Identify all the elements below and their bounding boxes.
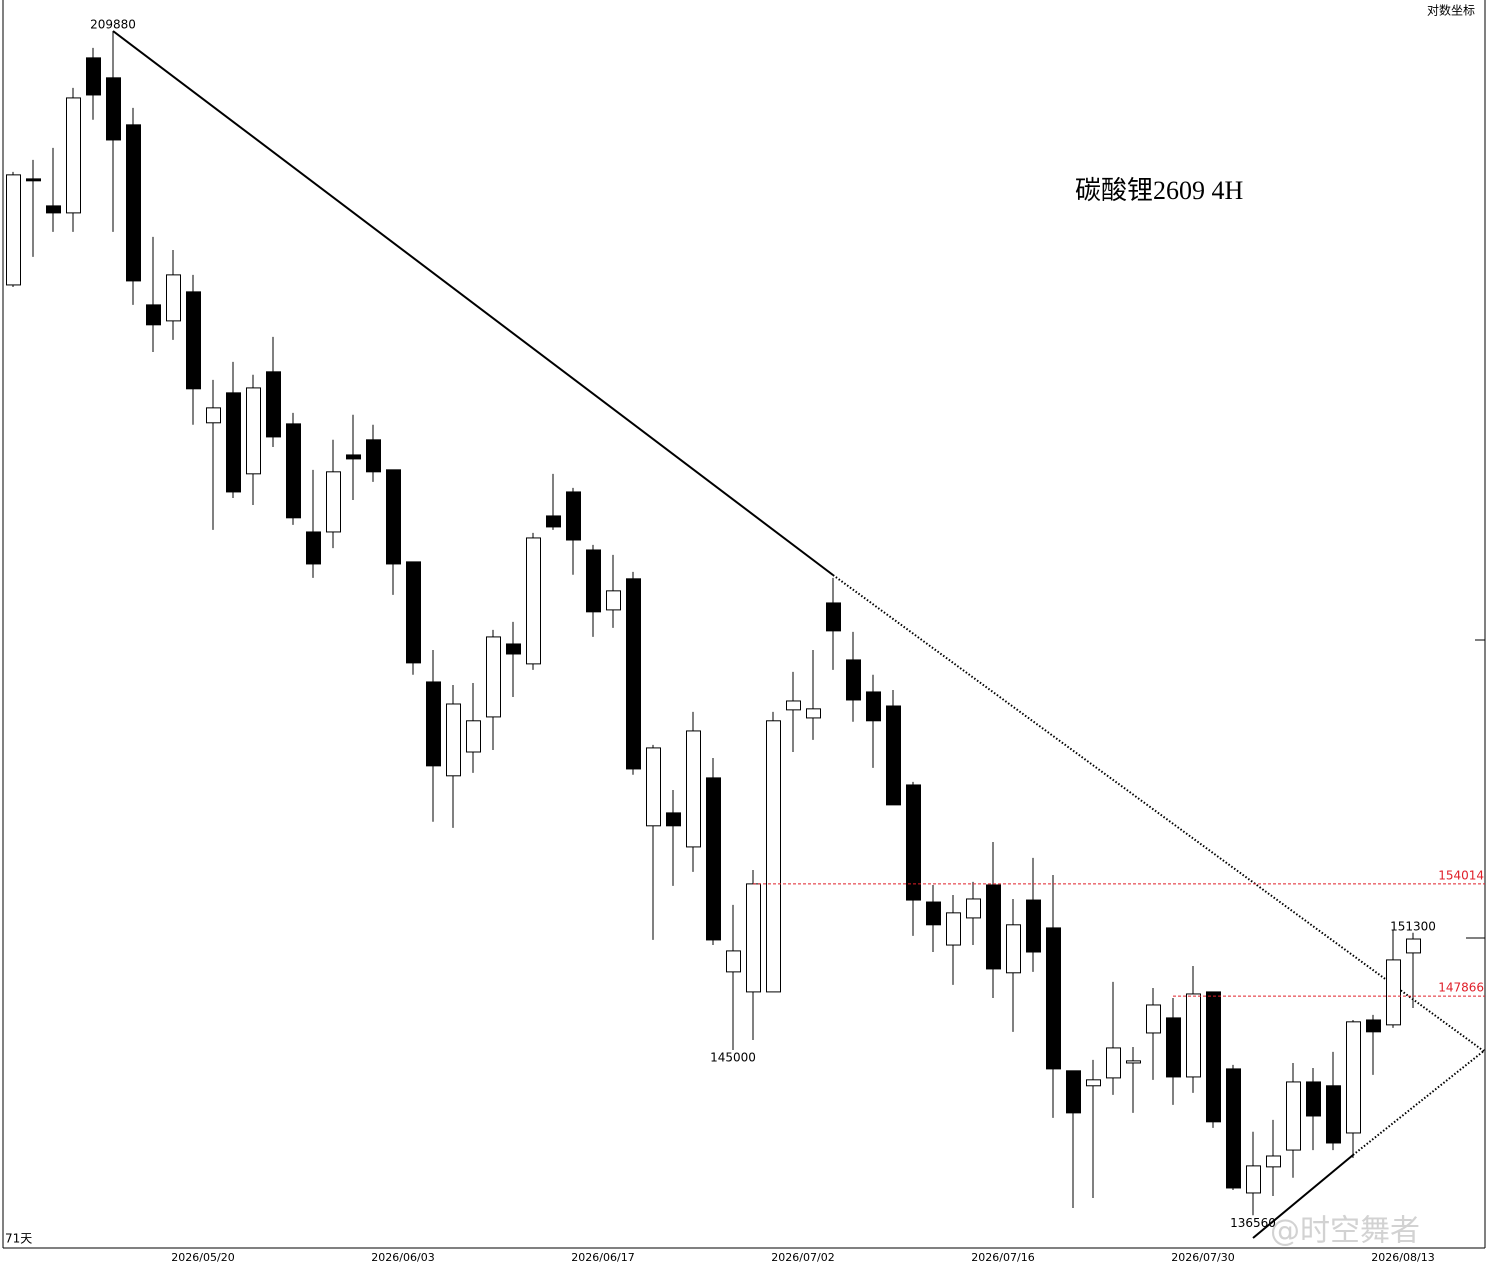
candle-body xyxy=(546,515,561,528)
candle-body xyxy=(386,469,401,565)
candle-body xyxy=(466,720,481,753)
candle-body xyxy=(306,531,321,565)
candle-body xyxy=(826,602,841,632)
candle-body xyxy=(926,901,941,926)
candle-body xyxy=(1106,1047,1121,1079)
candle-body xyxy=(126,124,141,282)
extreme-label: 145000 xyxy=(710,1051,756,1065)
candle-body xyxy=(106,77,121,141)
candle-body xyxy=(1386,959,1401,1026)
candle-body xyxy=(366,439,381,473)
candle-body xyxy=(1406,938,1421,954)
level-label: 154014 xyxy=(1438,868,1484,882)
x-tick-label: 2026/06/17 xyxy=(571,1251,634,1264)
candle-body xyxy=(226,392,241,493)
candle-body xyxy=(846,659,861,701)
candle-body xyxy=(946,912,961,946)
candle-body xyxy=(26,178,41,182)
candle-body xyxy=(966,898,981,919)
candle-body xyxy=(186,291,201,390)
candle-body xyxy=(446,703,461,777)
candle-body xyxy=(526,537,541,665)
watermark: @时空舞者 xyxy=(1270,1214,1420,1249)
scale-note: 对数坐标 xyxy=(1427,3,1475,18)
candle-body xyxy=(1246,1165,1261,1194)
candle-body xyxy=(1186,993,1201,1078)
candle-body xyxy=(1086,1079,1101,1087)
candle-body xyxy=(626,578,641,770)
x-tick-label: 2026/08/13 xyxy=(1371,1251,1434,1264)
extreme-label: 151300 xyxy=(1390,919,1436,933)
level-label: 147866 xyxy=(1438,981,1484,995)
candle-body xyxy=(66,97,81,214)
candle-body xyxy=(246,387,261,475)
candle-body xyxy=(346,454,361,460)
candle-body xyxy=(1006,924,1021,974)
candle-body xyxy=(786,700,801,711)
candle-body xyxy=(1306,1081,1321,1117)
candle-body xyxy=(1326,1085,1341,1144)
candle-body xyxy=(1066,1070,1081,1114)
candle-body xyxy=(1226,1068,1241,1189)
x-tick-label: 2026/06/03 xyxy=(371,1251,434,1264)
chart-title: 碳酸锂2609 4H xyxy=(1075,176,1244,205)
candle-body xyxy=(406,561,421,664)
candle-body xyxy=(746,883,761,993)
candle-body xyxy=(1366,1019,1381,1033)
x-tick-label: 2026/05/20 xyxy=(171,1251,234,1264)
trend-line-extension xyxy=(832,574,1486,1053)
candle-body xyxy=(266,371,281,438)
candle-body xyxy=(146,304,161,326)
candle-body xyxy=(886,705,901,806)
candle-body xyxy=(46,205,61,214)
candle-body xyxy=(1206,991,1221,1123)
candle-body xyxy=(326,471,341,533)
candle-body xyxy=(806,708,821,719)
candle-body xyxy=(906,784,921,901)
candle-body xyxy=(686,730,701,848)
candle-body xyxy=(86,57,101,96)
candle-body xyxy=(666,812,681,827)
period-label: 71天 xyxy=(5,1232,32,1246)
trend-line xyxy=(112,30,834,576)
x-tick-label: 2026/07/30 xyxy=(1171,1251,1234,1264)
candle-body xyxy=(866,691,881,722)
candle-body xyxy=(426,681,441,767)
candle-body xyxy=(986,884,1001,970)
support-line xyxy=(1252,1154,1354,1239)
candle-body xyxy=(1126,1060,1141,1064)
candle-body xyxy=(766,720,781,993)
candle-body xyxy=(646,747,661,827)
candle-body xyxy=(286,423,301,519)
extreme-label: 209880 xyxy=(90,17,136,31)
candle-body xyxy=(206,407,221,424)
candle-body xyxy=(1286,1081,1301,1151)
candle-body xyxy=(606,590,621,611)
extreme-label: 136560 xyxy=(1230,1216,1276,1230)
candle-body xyxy=(1346,1021,1361,1134)
candle-body xyxy=(166,274,181,322)
x-tick-label: 2026/07/16 xyxy=(971,1251,1034,1264)
support-line-extension xyxy=(1352,1049,1486,1156)
candle-body xyxy=(506,643,521,655)
candle-body xyxy=(586,549,601,613)
candle-body xyxy=(726,950,741,973)
candle-body xyxy=(1026,899,1041,953)
candle-body xyxy=(1146,1004,1161,1034)
candle-body xyxy=(6,174,21,286)
candle-body xyxy=(486,636,501,718)
candle-body xyxy=(1046,927,1061,1070)
candle-body xyxy=(1166,1017,1181,1078)
x-tick-label: 2026/07/02 xyxy=(771,1251,834,1264)
candle-body xyxy=(706,777,721,941)
candle-body xyxy=(1266,1155,1281,1168)
candle-body xyxy=(566,491,581,541)
